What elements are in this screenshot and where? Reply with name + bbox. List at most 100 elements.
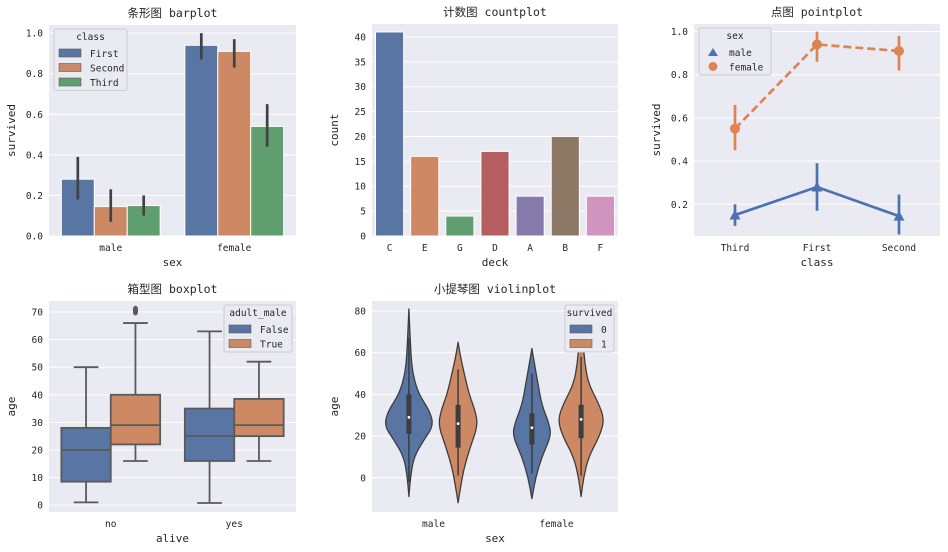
- y-tick-label: 20: [355, 432, 367, 443]
- point-marker: [894, 45, 904, 56]
- y-tick-label: 20: [32, 445, 44, 456]
- legend-frame: [698, 27, 772, 76]
- legend-swatch: [569, 339, 593, 348]
- y-tick-label: 40: [32, 390, 44, 401]
- legend-swatch: [58, 77, 82, 87]
- legend-title: class: [76, 32, 105, 43]
- legend-title: survived: [567, 308, 613, 319]
- x-axis-label: sex: [163, 256, 183, 269]
- y-axis-label: survived: [650, 104, 663, 157]
- legend-entry: female: [729, 63, 764, 74]
- y-tick-label: 0: [360, 473, 366, 484]
- point-marker: [893, 210, 905, 221]
- legend-frame: [53, 28, 128, 91]
- y-axis-label: age: [328, 397, 341, 417]
- legend-triangle-icon: [708, 48, 718, 56]
- y-tick-label: 1.0: [671, 27, 688, 38]
- legend-entry: First: [90, 49, 119, 60]
- subplot-5: 0 20 40 60 80 male female 小提琴图 violinplot sex age…: [328, 282, 618, 545]
- violin-median: [579, 418, 583, 421]
- y-tick-label: 40: [355, 32, 367, 43]
- legend-title: sex: [726, 31, 743, 42]
- y-tick-label: 35: [355, 57, 366, 68]
- point-marker: [729, 209, 741, 220]
- x-tick-label: E: [422, 243, 428, 254]
- legend-entry: Third: [90, 78, 119, 89]
- legend: class First Second Third: [53, 28, 128, 91]
- legend-entry: male: [729, 48, 752, 59]
- y-tick-label: 10: [355, 182, 367, 193]
- bar-first: [184, 44, 219, 237]
- x-tick-label: male: [422, 519, 445, 530]
- x-tick-label: Third: [721, 243, 750, 254]
- x-axis-label: deck: [482, 256, 509, 269]
- chart-title: 小提琴图 violinplot: [434, 282, 556, 296]
- x-tick-label: D: [492, 243, 498, 254]
- legend: sex male female: [698, 27, 772, 76]
- y-tick-label: 0.0: [26, 232, 43, 243]
- x-axis-label: sex: [485, 532, 505, 545]
- y-tick-label: 20: [355, 132, 367, 143]
- legend-swatch: [569, 324, 593, 334]
- subplot-2: 0 5 10 15 20 25 30 35 40 C E G D A B F 计数图 countplot deck…: [328, 5, 618, 269]
- y-tick-label: 60: [355, 348, 367, 359]
- y-tick-label: 30: [32, 418, 44, 429]
- bar-deck-F: [585, 195, 615, 237]
- y-tick-label: 0.6: [671, 113, 688, 124]
- chart-title: 箱型图 boxplot: [128, 282, 218, 296]
- x-tick-label: C: [387, 243, 393, 254]
- y-tick-label: 40: [355, 390, 367, 401]
- subplot-4: 0 10 20 30 40 50 60 70 no yes 箱型图 boxplot alive age a…: [5, 282, 296, 545]
- chart-title: 点图 pointplot: [771, 5, 863, 19]
- x-tick-label: no: [105, 519, 117, 530]
- y-tick-label: 0.4: [671, 157, 688, 168]
- y-tick-label: 80: [355, 307, 367, 318]
- y-axis-label: count: [328, 113, 341, 146]
- legend-entry: 1: [601, 340, 607, 351]
- box: [60, 426, 112, 483]
- box: [183, 407, 236, 462]
- legend-title: adult_male: [229, 308, 286, 319]
- bar-deck-C: [375, 31, 405, 237]
- y-tick-label: 0.4: [26, 150, 43, 161]
- legend-entry: 0: [601, 325, 607, 336]
- x-tick-label: male: [99, 243, 122, 254]
- x-tick-label: B: [562, 243, 568, 254]
- subplot-3: 0.2 0.4 0.6 0.8 1.0 Third First Second 点图 pointp…: [650, 5, 940, 269]
- chart-title: 计数图 countplot: [443, 5, 547, 19]
- line-female: [734, 43, 900, 130]
- legend-swatch: [58, 48, 82, 58]
- x-tick-label: G: [457, 243, 463, 254]
- legend-swatch: [228, 324, 252, 334]
- y-tick-label: 10: [32, 473, 44, 484]
- y-axis-label: age: [5, 397, 18, 417]
- violin-median: [530, 426, 534, 430]
- x-tick-label: First: [803, 243, 832, 254]
- y-tick-label: 15: [355, 157, 366, 168]
- x-tick-label: Second: [882, 243, 916, 254]
- x-tick-label: yes: [226, 519, 243, 530]
- y-tick-label: 0.2: [671, 200, 688, 211]
- box: [109, 393, 162, 446]
- y-tick-label: 0.8: [671, 70, 688, 81]
- x-tick-label: F: [598, 243, 604, 254]
- y-tick-label: 0.8: [26, 69, 43, 80]
- point-marker: [730, 123, 740, 134]
- x-tick-label: female: [217, 243, 252, 254]
- x-axis-label: alive: [156, 532, 189, 545]
- y-tick-label: 1.0: [26, 29, 43, 40]
- legend-entry: False: [260, 325, 289, 336]
- point-marker: [811, 181, 823, 192]
- y-tick-label: 25: [355, 107, 366, 118]
- bar-deck-A: [515, 195, 545, 237]
- y-tick-label: 5: [360, 207, 366, 218]
- bar-deck-E: [410, 155, 440, 237]
- violin-median: [407, 415, 411, 419]
- x-tick-label: female: [539, 519, 574, 530]
- y-tick-label: 60: [32, 335, 44, 346]
- chart-title: 条形图 barplot: [128, 6, 218, 20]
- x-axis-label: class: [800, 256, 833, 269]
- bar-deck-G: [445, 215, 475, 237]
- box: [233, 398, 285, 438]
